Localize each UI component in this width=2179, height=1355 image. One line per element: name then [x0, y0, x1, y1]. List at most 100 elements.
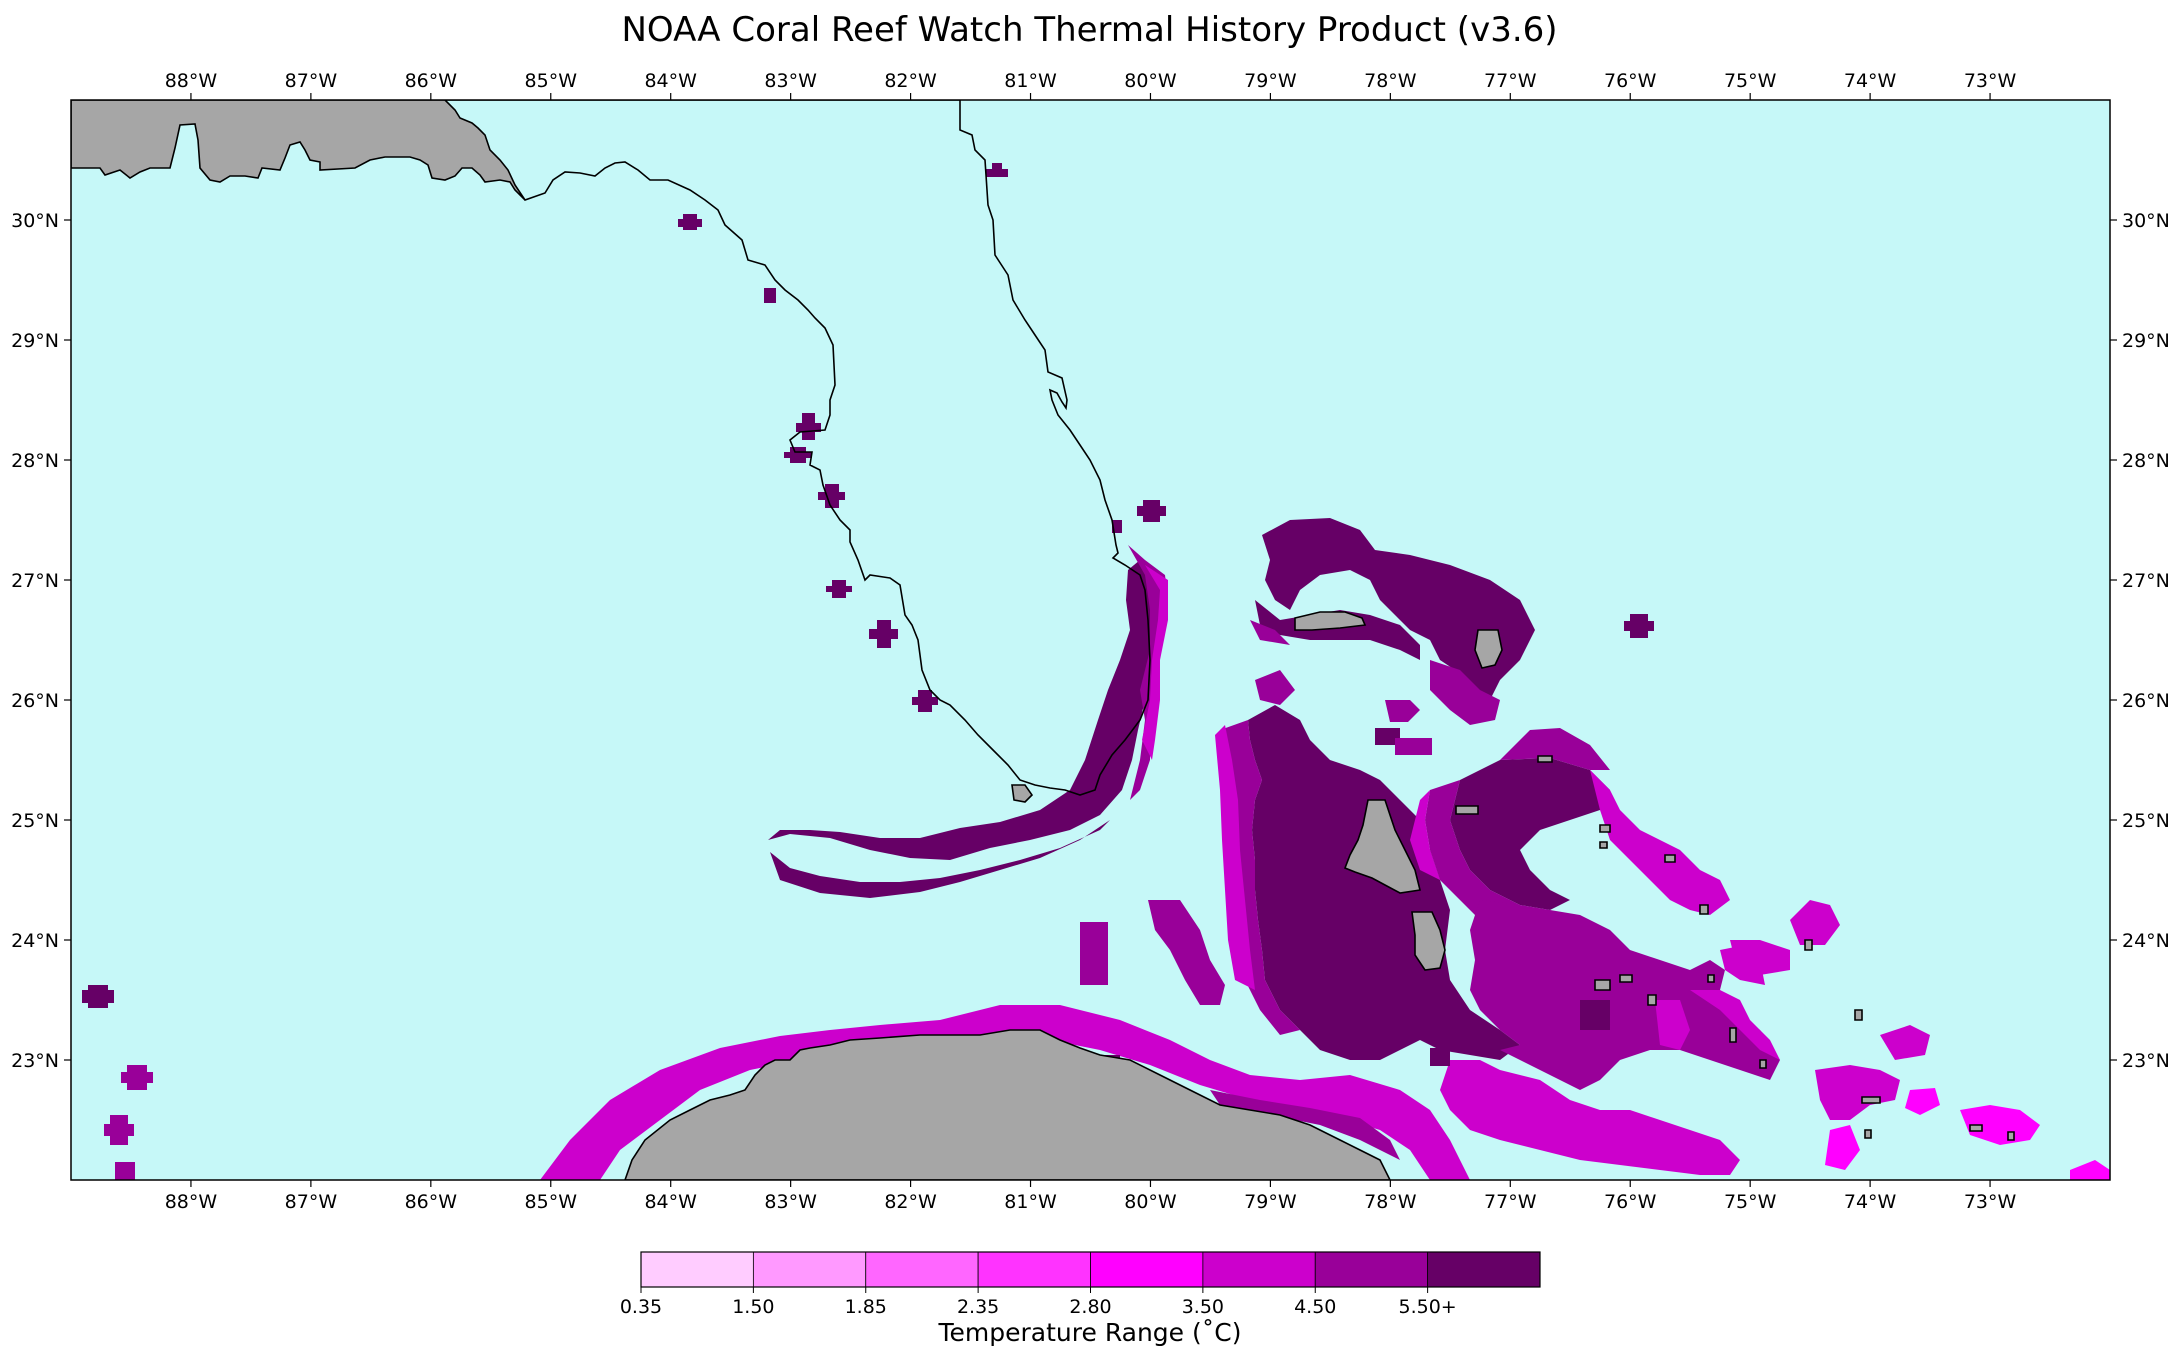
- lon-label-bottom: 83°W: [764, 1191, 817, 1213]
- eleuthera-islet: [1455, 805, 1479, 815]
- lat-label-right: 29°N: [2122, 330, 2170, 352]
- colorbar-segment: [1090, 1251, 1204, 1288]
- lon-label-bottom: 73°W: [1964, 1191, 2017, 1213]
- southern-bahamas-outer: [1440, 945, 1780, 1175]
- map-frame: [70, 99, 2111, 1181]
- colorbar: 0.35 1.50 1.85 2.35 2.80 3.50 4.50 5.50+ Temper…: [620, 1251, 1541, 1347]
- lat-label-right: 25°N: [2122, 810, 2170, 832]
- lon-label-bottom: 75°W: [1724, 1191, 1777, 1213]
- scattered-markers-mid: [104, 700, 1432, 1180]
- lat-label-left: 28°N: [11, 450, 59, 472]
- colorbar-tick-label: 2.80: [1069, 1296, 1111, 1318]
- lat-label-left: 27°N: [11, 570, 59, 592]
- colorbar-segment: [1314, 1251, 1429, 1288]
- lat-label-left: 25°N: [11, 810, 59, 832]
- lon-label-top: 87°W: [285, 70, 338, 92]
- east-inagua: [1880, 1025, 1930, 1060]
- lon-label-top: 85°W: [525, 70, 578, 92]
- grand-bahama-island: [1294, 611, 1367, 631]
- lon-label-bottom: 84°W: [644, 1191, 697, 1213]
- little-bahama-bank: [1255, 518, 1535, 710]
- florida-east-coast-band: [1128, 545, 1168, 800]
- lon-label-top: 86°W: [405, 70, 458, 92]
- lat-label-left: 26°N: [11, 690, 59, 712]
- lon-label-bottom: 88°W: [165, 1191, 218, 1213]
- southern-bahamas-core: [1470, 900, 1780, 1090]
- caicos-area: [1825, 1088, 2110, 1180]
- colorbar-segment: [865, 1251, 979, 1288]
- lon-label-top: 81°W: [1004, 70, 1057, 92]
- colorbar-title: Temperature Range (˚C): [938, 1318, 1242, 1347]
- lat-label-left: 23°N: [11, 1050, 59, 1072]
- lat-label-left: 30°N: [11, 210, 59, 232]
- exuma-sound-outer: [1425, 728, 1610, 925]
- lon-label-bottom: 76°W: [1604, 1191, 1657, 1213]
- colorbar-tick-label: 1.85: [845, 1296, 887, 1318]
- florida-straits-band: [768, 560, 1160, 898]
- lat-label-right: 23°N: [2122, 1050, 2170, 1072]
- colorbar-tick-label: 1.50: [732, 1296, 774, 1318]
- lon-label-top: 82°W: [884, 70, 937, 92]
- lat-label-right: 24°N: [2122, 930, 2170, 952]
- florida-east-coast-outer: [1142, 565, 1168, 760]
- lon-label-top: 79°W: [1244, 70, 1297, 92]
- colorbar-segments: [640, 1251, 1541, 1288]
- colorbar-tick-label: 5.50+: [1399, 1296, 1457, 1318]
- scattered-markers: [82, 163, 1654, 1070]
- lat-label-right: 30°N: [2122, 210, 2170, 232]
- colorbar-segment: [1427, 1251, 1541, 1288]
- exuma-sound-band: [1450, 758, 1610, 910]
- lat-label-right: 26°N: [2122, 690, 2170, 712]
- andros-island: [1343, 799, 1421, 894]
- lon-label-top: 80°W: [1124, 70, 1177, 92]
- little-bahama-outer: [1250, 620, 1500, 725]
- abaco-island: [1474, 629, 1503, 669]
- colorbar-segment: [977, 1251, 1091, 1288]
- florida-land: [71, 100, 1151, 796]
- map-features: [71, 100, 2110, 1180]
- land-areas: [71, 100, 2015, 1180]
- exuma-sound-edge: [1410, 770, 1730, 915]
- andros-south: [1411, 911, 1446, 971]
- lat-label-left: 29°N: [11, 330, 59, 352]
- lon-label-bottom: 82°W: [884, 1191, 937, 1213]
- lon-label-top: 78°W: [1364, 70, 1417, 92]
- colorbar-segment: [752, 1251, 867, 1288]
- colorbar-tick-label: 2.35: [957, 1296, 999, 1318]
- cuba-north-band: [1210, 1090, 1400, 1160]
- page-title: NOAA Coral Reef Watch Thermal History Pr…: [621, 10, 1558, 50]
- lon-label-top: 88°W: [165, 70, 218, 92]
- lat-label-right: 28°N: [2122, 450, 2170, 472]
- lon-label-top: 74°W: [1844, 70, 1897, 92]
- great-bahama-bank-edge: [1215, 725, 1255, 990]
- lon-label-top: 84°W: [644, 70, 697, 92]
- lon-label-top: 77°W: [1484, 70, 1537, 92]
- colorbar-tick-label: 3.50: [1182, 1296, 1224, 1318]
- cay-islets: [1537, 755, 2015, 1141]
- lon-label-bottom: 85°W: [525, 1191, 578, 1213]
- lon-label-top: 73°W: [1964, 70, 2017, 92]
- lat-label-right: 27°N: [2122, 570, 2170, 592]
- colorbar-tick-label: 0.35: [620, 1296, 662, 1318]
- lon-label-bottom: 79°W: [1244, 1191, 1297, 1213]
- lon-label-bottom: 78°W: [1364, 1191, 1417, 1213]
- inagua-area: [1815, 1065, 1900, 1120]
- lat-label-left: 24°N: [11, 930, 59, 952]
- lon-label-top: 76°W: [1604, 70, 1657, 92]
- lon-label-top: 75°W: [1724, 70, 1777, 92]
- lon-label-bottom: 74°W: [1844, 1191, 1897, 1213]
- lon-label-bottom: 86°W: [405, 1191, 458, 1213]
- map-panel[interactable]: [70, 99, 2111, 1181]
- lon-label-bottom: 81°W: [1004, 1191, 1057, 1213]
- colorbar-ticks: 0.35 1.50 1.85 2.35 2.80 3.50 4.50 5.50+: [620, 1287, 1457, 1318]
- cuba-land: [624, 1029, 1391, 1180]
- caicos-outer: [1655, 900, 1840, 1050]
- cuba-outer-band: [540, 1005, 1470, 1180]
- lon-label-bottom: 87°W: [285, 1191, 338, 1213]
- lon-label-bottom: 80°W: [1124, 1191, 1177, 1213]
- key-west-islet: [1011, 784, 1034, 803]
- ocean-area: [71, 100, 2110, 1180]
- lon-label-top: 83°W: [764, 70, 817, 92]
- colorbar-segment: [1202, 1251, 1316, 1288]
